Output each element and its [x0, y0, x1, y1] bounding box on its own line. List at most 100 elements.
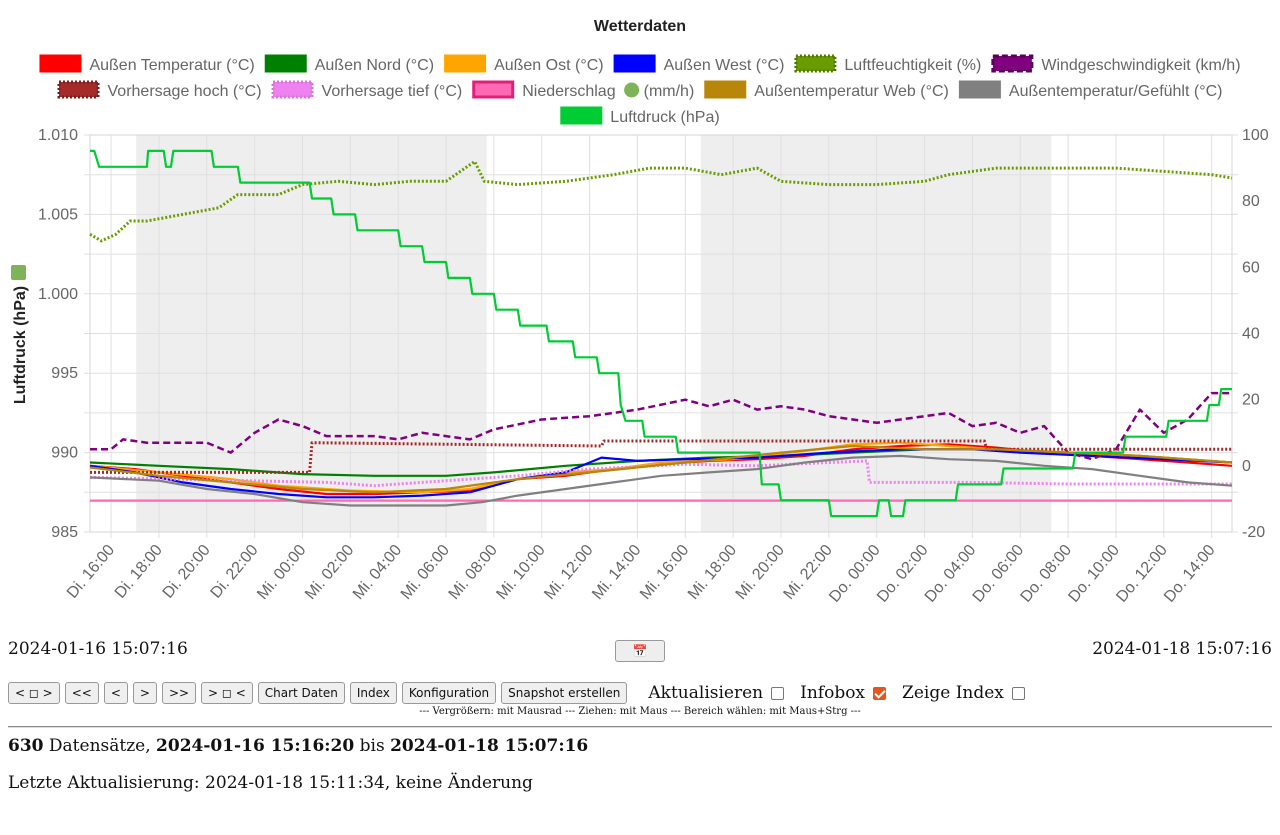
legend-label-11: Luftdruck (hPa) — [610, 109, 719, 126]
calendar-button[interactable]: 📅 — [615, 640, 665, 662]
legend-swatch-6 — [57, 80, 100, 99]
x-tick-label: Di. 18:00 — [112, 542, 166, 602]
dataset-count: 630 — [8, 736, 44, 756]
option-zeige-index-label: Zeige Index — [902, 683, 1004, 703]
range-start-date: 2024-01-16 15:07:16 — [8, 639, 188, 659]
legend-swatch-9 — [704, 80, 747, 99]
first-button[interactable]: << — [64, 682, 99, 704]
legend-dot-icon — [624, 82, 640, 98]
legend-swatch-0 — [39, 54, 82, 73]
legend-label-5: Windgeschwindigkeit (km/h) — [1041, 57, 1240, 74]
prev-button[interactable]: < — [103, 682, 128, 704]
legend-label-10: Außentemperatur/Gefühlt (°C) — [1009, 83, 1223, 100]
legend-label-9: Außentemperatur Web (°C) — [754, 83, 949, 100]
x-tick-label: Mi. 06:00 — [398, 542, 453, 603]
legend-swatch-10 — [958, 80, 1001, 99]
y-right-tick-label: 100 — [1242, 127, 1269, 144]
chart-legend: Außen Temperatur (°C) Außen Nord (°C) Auße… — [39, 54, 1241, 126]
index-button[interactable]: Index — [349, 682, 397, 704]
next-button[interactable]: > — [132, 682, 157, 704]
zoom-out-button[interactable]: < ◻ > — [8, 682, 60, 704]
x-tick-label: Mi. 18:00 — [685, 542, 740, 603]
y-right-tick-label: -20 — [1242, 524, 1265, 541]
legend-swatch-3 — [613, 54, 656, 73]
x-tick-label: Mi. 10:00 — [493, 542, 548, 603]
series-line-7 — [89, 459, 1232, 488]
y-left-tick-label: 995 — [51, 365, 78, 382]
toolbar: < ◻ > << < > >> > ◻ < Chart Daten Index … — [8, 681, 1025, 705]
option-zeige-index[interactable]: Zeige Index — [902, 683, 1025, 703]
series-line-9 — [89, 444, 1233, 494]
divider — [8, 726, 1272, 728]
legend-swatch-8 — [472, 80, 515, 99]
y-right-tick-label: 40 — [1242, 326, 1260, 343]
series-line-4 — [89, 160, 1233, 243]
x-tick-label: Do. 14:00 — [1161, 542, 1219, 606]
y-right-tick-label: 60 — [1242, 259, 1260, 276]
dataset-to: 2024-01-18 15:07:16 — [390, 736, 589, 756]
series-line-6 — [90, 439, 1232, 474]
usage-hint: --- Vergrößern: mit Mausrad --- Ziehen: … — [419, 706, 861, 717]
legend-label-6: Vorhersage hoch (°C) — [108, 83, 262, 100]
plot-frame — [89, 134, 1233, 533]
snapshot-button[interactable]: Snapshot erstellen — [501, 682, 628, 704]
x-tick-label: Di. 20:00 — [160, 542, 214, 602]
x-tick-label: Di. 16:00 — [64, 542, 118, 602]
series-line-3 — [89, 448, 1233, 499]
legend-label-8: Niederschlag — [522, 83, 615, 100]
y-right-tick-label: 0 — [1242, 458, 1251, 475]
y-left-tick-label: 1.000 — [38, 286, 78, 303]
x-tick-label: Mi. 08:00 — [446, 542, 501, 603]
legend-label-0: Außen Temperatur (°C) — [89, 57, 254, 74]
series-line-5 — [90, 391, 1232, 461]
x-tick-label: Mi. 14:00 — [589, 542, 644, 603]
range-end-date: 2024-01-18 15:07:16 — [1092, 639, 1272, 659]
x-tick-label: Mi. 04:00 — [350, 542, 405, 603]
y-right-tick-label: 20 — [1242, 392, 1260, 409]
x-tick-label: Mi. 00:00 — [254, 542, 309, 603]
legend-label-suffix-8: (mm/h) — [644, 83, 695, 100]
dataset-from: 2024-01-16 15:16:20 — [156, 736, 355, 756]
legend-swatch-5 — [991, 54, 1034, 73]
y-right-tick-label: 80 — [1242, 193, 1260, 210]
chart-title: Wetterdaten — [594, 18, 686, 35]
series-line-11 — [90, 149, 1232, 518]
zoom-in-button[interactable]: > ◻ < — [201, 682, 253, 704]
dataset-to-label: bis — [359, 736, 385, 756]
y-left-tick-label: 1.005 — [38, 206, 78, 223]
config-button[interactable]: Konfiguration — [401, 682, 497, 704]
x-tick-label: Mi. 16:00 — [637, 542, 692, 603]
aktualisieren-checkbox[interactable] — [771, 686, 785, 700]
y-left-tick-label: 1.010 — [38, 127, 78, 144]
option-aktualisieren-label: Aktualisieren — [648, 683, 764, 703]
y-left-tick-label: 985 — [51, 524, 78, 541]
legend-label-4: Luftfeuchtigkeit (%) — [844, 57, 981, 74]
dataset-count-label: Datensätze, — [48, 736, 151, 756]
x-tick-label: Mi. 02:00 — [302, 542, 357, 603]
last-button[interactable]: >> — [161, 682, 197, 704]
zeige-index-checkbox[interactable] — [1011, 686, 1025, 700]
x-tick-label: Mi. 20:00 — [733, 542, 788, 603]
dataset-stats: 630 Datensätze, 2024-01-16 15:16:20 bis … — [8, 736, 588, 756]
x-tick-label: Mi. 12:00 — [541, 542, 596, 603]
y-axis-marker — [11, 265, 26, 280]
last-update: Letzte Aktualisierung: 2024-01-18 15:11:… — [8, 773, 533, 793]
chart-data-button[interactable]: Chart Daten — [257, 682, 345, 704]
y-axis-left: 985 990 995 1.000 1.005 1.010 — [38, 127, 78, 541]
y-axis-left-title: Luftdruck (hPa) — [12, 286, 29, 404]
option-aktualisieren[interactable]: Aktualisieren — [648, 683, 785, 703]
chart-series — [89, 149, 1233, 518]
legend-label-7: Vorhersage tief (°C) — [322, 83, 463, 100]
option-infobox[interactable]: Infobox — [800, 683, 887, 703]
weather-chart[interactable]: Wetterdaten Außen Temperatur (°C) Außen N… — [0, 0, 1280, 630]
legend-swatch-7 — [271, 80, 314, 99]
y-left-tick-label: 990 — [51, 445, 78, 462]
y-axis-right: -20 0 20 40 60 80 100 — [1242, 127, 1269, 541]
legend-swatch-4 — [794, 54, 837, 73]
legend-swatch-2 — [444, 54, 487, 73]
legend-label-1: Außen Nord (°C) — [315, 57, 434, 74]
legend-swatch-11 — [560, 106, 603, 125]
option-infobox-label: Infobox — [800, 683, 866, 703]
infobox-checkbox[interactable] — [873, 686, 887, 700]
